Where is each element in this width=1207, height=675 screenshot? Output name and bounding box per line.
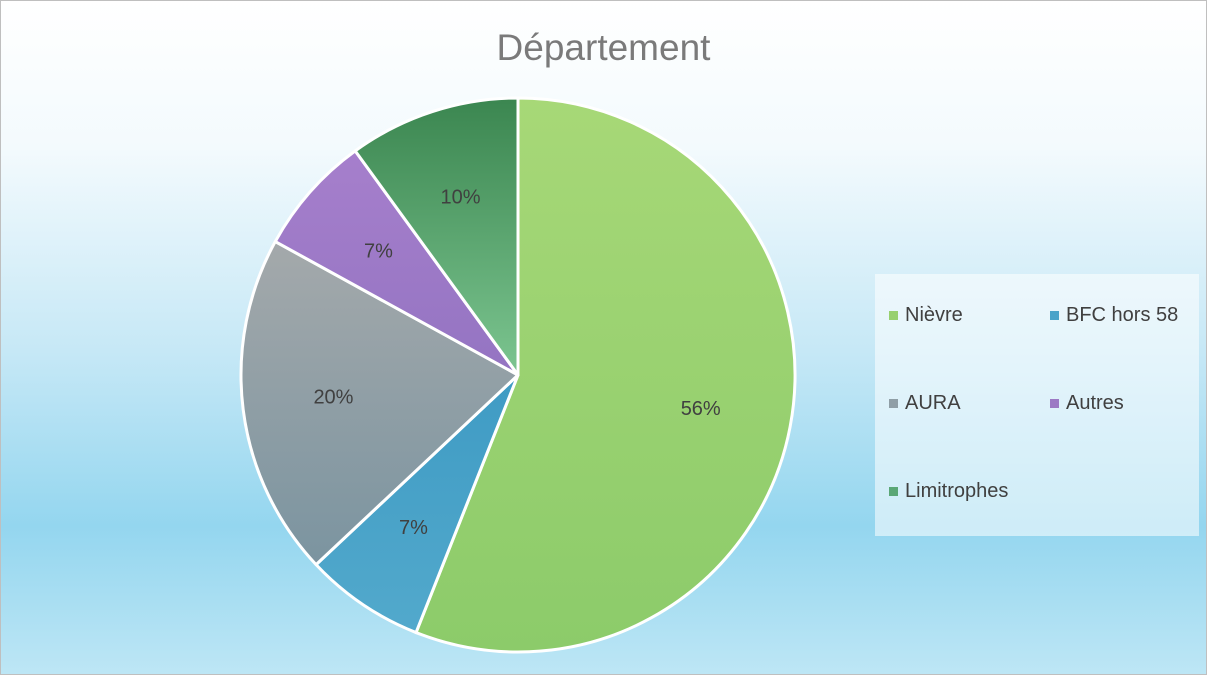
legend-item-limitrophes: Limitrophes [889, 480, 1008, 503]
pie-slice-autres [273, 149, 520, 377]
legend: Nièvre BFC hors 58 AURA Autres Limitrophes [875, 274, 1199, 536]
legend-swatch [889, 311, 898, 320]
legend-label: Nièvre [905, 304, 963, 326]
legend-item-nievre: Nièvre [889, 304, 963, 327]
legend-swatch [1050, 311, 1059, 320]
legend-item-bfc-hors-58: BFC hors 58 [1050, 304, 1178, 327]
pie-slice-bfc-hors-58 [314, 373, 520, 635]
legend-swatch [1050, 399, 1059, 408]
data-label-autres: 7% [364, 240, 393, 262]
data-label-limitrophes: 10% [441, 186, 481, 208]
legend-label: AURA [905, 392, 961, 414]
chart-title: Département [496, 27, 711, 68]
pie-slice-nievre [414, 96, 797, 654]
legend-label: Autres [1066, 392, 1124, 414]
legend-swatch [889, 487, 898, 496]
data-label-bfc-hors-58: 7% [399, 517, 428, 539]
legend-item-autres: Autres [1050, 392, 1124, 415]
data-label-aura: 20% [313, 387, 353, 409]
legend-label: BFC hors 58 [1066, 304, 1179, 326]
legend-label: Limitrophes [905, 480, 1009, 502]
pie-slice-aura [239, 240, 520, 567]
legend-swatch [889, 399, 898, 408]
pie-slice-limitrophes [353, 96, 520, 377]
data-label-nievre: 56% [681, 398, 721, 420]
legend-item-aura: AURA [889, 392, 961, 415]
